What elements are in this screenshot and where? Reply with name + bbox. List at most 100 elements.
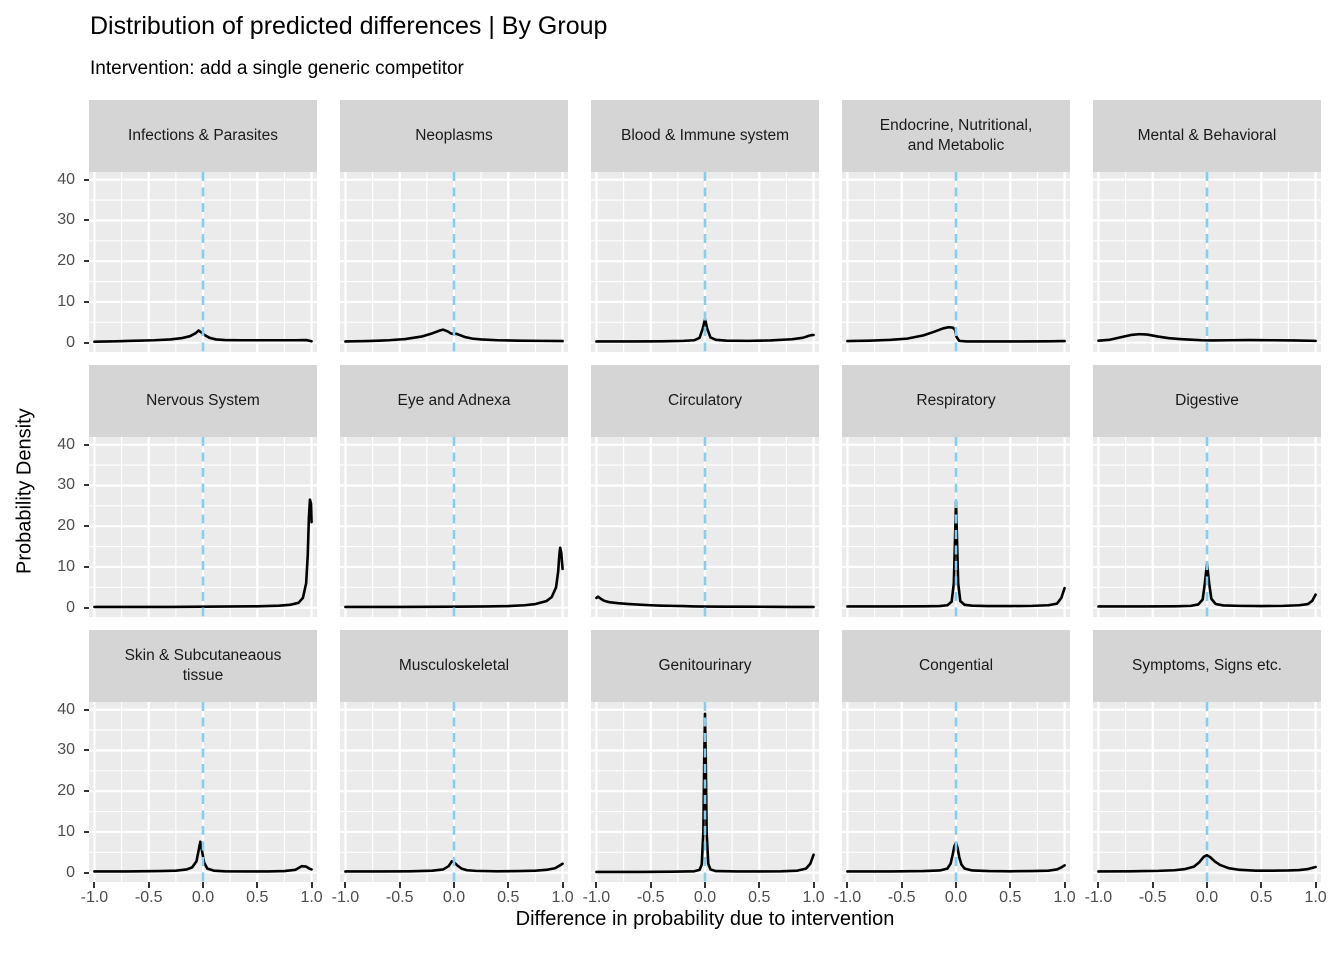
facet: Respiratory [842, 365, 1070, 617]
x-tick-label: -1.0 [1084, 889, 1113, 906]
y-tick-label: 0 [66, 863, 75, 881]
facet-label: Circulatory [667, 391, 743, 409]
density-plot [842, 172, 1070, 352]
y-tick-mark [84, 565, 89, 568]
y-tick-mark [84, 790, 89, 793]
x-tick-label: 0.5 [748, 889, 771, 906]
x-tick-label: 0.0 [1195, 889, 1219, 906]
facet-panel [340, 702, 568, 882]
facet-label: Skin & Subcutaneaous tissue [124, 646, 282, 684]
facet-strip: Endocrine, Nutritional, and Metabolic [842, 100, 1070, 172]
density-plot [89, 437, 317, 617]
y-tick-mark [84, 260, 89, 263]
x-axis: -1.0 -0.5 0.0 0.5 1.0 -1.0 -0.5 0.0 0.5 1.0 -1.0 -0… [81, 882, 1329, 910]
density-plot [1093, 702, 1321, 882]
facet-panel [89, 702, 317, 882]
facet-strip: Blood & Immune system [591, 100, 819, 172]
x-tick-label: 1.0 [1304, 889, 1327, 906]
facet: Mental & Behavioral [1093, 100, 1321, 352]
facet-strip: Eye and Adnexa [340, 365, 568, 437]
facet: Digestive [1093, 365, 1321, 617]
y-tick-label: 10 [57, 292, 75, 310]
facet-strip: Symptoms, Signs etc. [1093, 630, 1321, 702]
facet-panel [842, 172, 1070, 352]
y-tick-label: 30 [57, 741, 75, 759]
x-tick-label: -0.5 [385, 889, 414, 906]
facet-label: Neoplasms [415, 126, 493, 144]
x-tick-mark [93, 882, 96, 888]
facet: Infections & Parasites [89, 100, 317, 352]
facet-strip: Skin & Subcutaneaous tissue [89, 630, 317, 702]
x-tick-label: -0.5 [887, 889, 916, 906]
y-tick-mark [84, 341, 89, 344]
facet-label: Blood & Immune system [621, 126, 789, 144]
x-tick-mark [1009, 882, 1012, 888]
x-tick-mark [1151, 882, 1154, 888]
density-plot [340, 702, 568, 882]
y-tick-mark [84, 830, 89, 833]
y-tick-mark [84, 300, 89, 303]
x-tick-label: -0.5 [134, 889, 163, 906]
density-curve [595, 712, 815, 874]
x-tick-label: -0.5 [1138, 889, 1167, 906]
y-tick-label: 10 [57, 822, 75, 840]
density-plot [89, 702, 317, 882]
x-tick-mark [256, 882, 259, 888]
density-curve [1097, 332, 1317, 343]
x-tick-label: 1.0 [1053, 889, 1076, 906]
y-tick-mark [84, 484, 89, 487]
density-curve [846, 841, 1066, 873]
y-tick-label: 40 [57, 435, 75, 453]
density-plot [340, 437, 568, 617]
x-tick-label: 0.5 [497, 889, 520, 906]
facet-panel [340, 172, 568, 352]
x-tick-mark [202, 882, 204, 888]
y-tick-mark [84, 871, 89, 874]
facet-strip: Infections & Parasites [89, 100, 317, 172]
y-axis: 0 10 20 30 40 0 10 20 30 40 0 10 20 30 40 [0, 100, 89, 882]
density-curve [595, 595, 815, 609]
facet-strip: Nervous System [89, 365, 317, 437]
y-tick-label: 20 [57, 782, 75, 800]
facet-panel [340, 437, 568, 617]
density-plot [842, 702, 1070, 882]
x-tick-label: -1.0 [833, 889, 862, 906]
x-tick-mark [900, 882, 903, 888]
x-tick-mark [846, 882, 849, 888]
facet-strip: Musculoskeletal [340, 630, 568, 702]
density-plot [1093, 437, 1321, 617]
x-tick-mark [758, 882, 761, 888]
y-tick-label: 40 [57, 700, 75, 718]
facet-label: Infections & Parasites [128, 126, 278, 144]
density-plot [340, 172, 568, 352]
density-plot [1093, 172, 1321, 352]
x-tick-label: -1.0 [582, 889, 611, 906]
density-plot [591, 437, 819, 617]
y-tick-mark [84, 219, 89, 222]
x-tick-label: 0.0 [944, 889, 968, 906]
y-tick-mark [84, 443, 89, 446]
facet: Musculoskeletal [340, 630, 568, 882]
x-tick-mark [1097, 882, 1100, 888]
facet: Eye and Adnexa [340, 365, 568, 617]
y-tick-mark [84, 749, 89, 752]
density-plot [591, 172, 819, 352]
facet-strip: Congential [842, 630, 1070, 702]
x-tick-mark [649, 882, 652, 888]
facet-panel [89, 437, 317, 617]
facet-panel [842, 702, 1070, 882]
facet-label: Symptoms, Signs etc. [1132, 656, 1282, 674]
facet-panel [1093, 437, 1321, 617]
chart-title: Distribution of predicted differences | … [90, 12, 608, 40]
x-tick-mark [955, 882, 957, 888]
facet-strip: Mental & Behavioral [1093, 100, 1321, 172]
y-tick-mark [84, 525, 89, 528]
x-tick-mark [704, 882, 706, 888]
density-curve [344, 328, 564, 343]
facet-label: Congential [918, 656, 994, 674]
y-tick-label: 0 [66, 598, 75, 616]
y-tick-label: 40 [57, 170, 75, 188]
facet-strip: Neoplasms [340, 100, 568, 172]
density-curve [344, 546, 564, 609]
